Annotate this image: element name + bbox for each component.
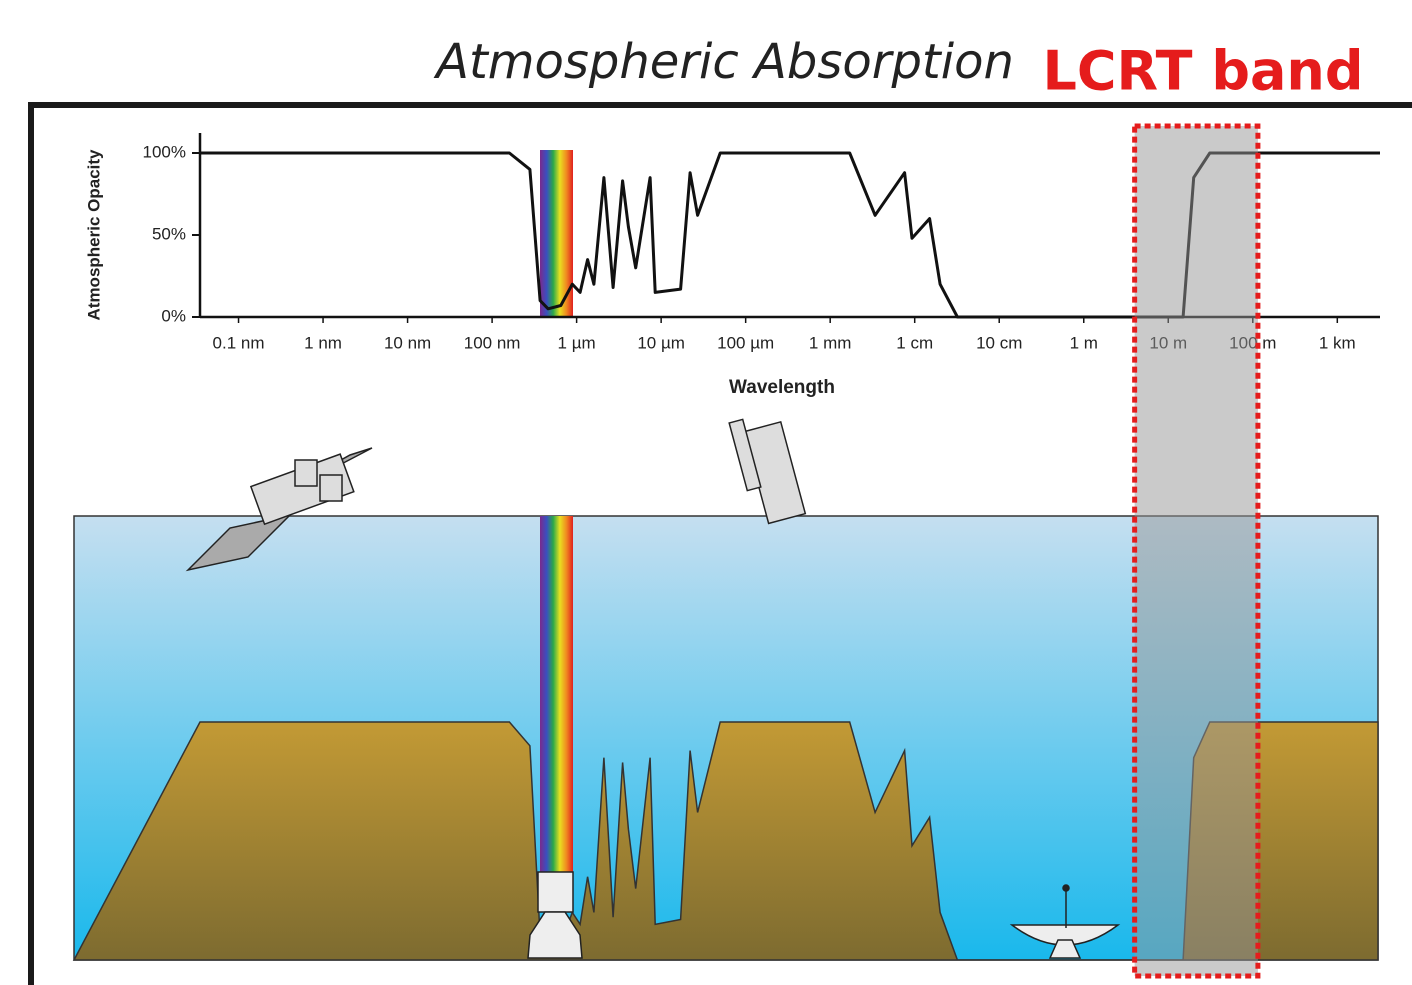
opacity-line (200, 151, 1380, 319)
band-layer (1132, 123, 1261, 979)
x-tick-label: 10 nm (384, 333, 431, 352)
x-tick-label: 1 km (1319, 333, 1356, 352)
y-tick-label: 50% (152, 224, 186, 243)
x-tick-label: 100 nm (464, 333, 521, 352)
x-tick-label: 1 mm (809, 333, 852, 352)
x-tick-label: 0.1 nm (213, 333, 265, 352)
y-axis-label: Atmospheric Opacity (84, 149, 103, 321)
x-tick-label: 10 µm (637, 333, 685, 352)
chart-title: Atmospheric Absorption (433, 34, 1014, 90)
opacity-plot: 0% 50% 100% 0.1 nm 1 nm 10 nm 100 nm 1 µm 10 µm 1… (84, 133, 1380, 398)
x-tick-label: 1 m (1070, 333, 1098, 352)
y-tick-label: 0% (161, 306, 186, 325)
radio-dish-icon (1009, 884, 1121, 959)
lower-illustration (72, 516, 1379, 961)
ground-telescope-icon (527, 871, 583, 959)
visible-spectrum (540, 516, 573, 886)
x-tick-label: 1 µm (558, 333, 596, 352)
band-annotation: LCRT band (1042, 40, 1363, 103)
x-tick-label: 10 cm (976, 333, 1022, 352)
satellite-icon (185, 447, 373, 572)
band-highlight (1132, 123, 1261, 979)
x-tick-label: 1 nm (304, 333, 342, 352)
x-axis-label: Wavelength (729, 377, 835, 398)
x-tick-label: 1 cm (896, 333, 933, 352)
space-telescope-icon (728, 418, 807, 525)
x-tick-label: 100 µm (717, 333, 774, 352)
visible-spectrum (540, 150, 573, 317)
y-tick-label: 100% (143, 142, 186, 161)
